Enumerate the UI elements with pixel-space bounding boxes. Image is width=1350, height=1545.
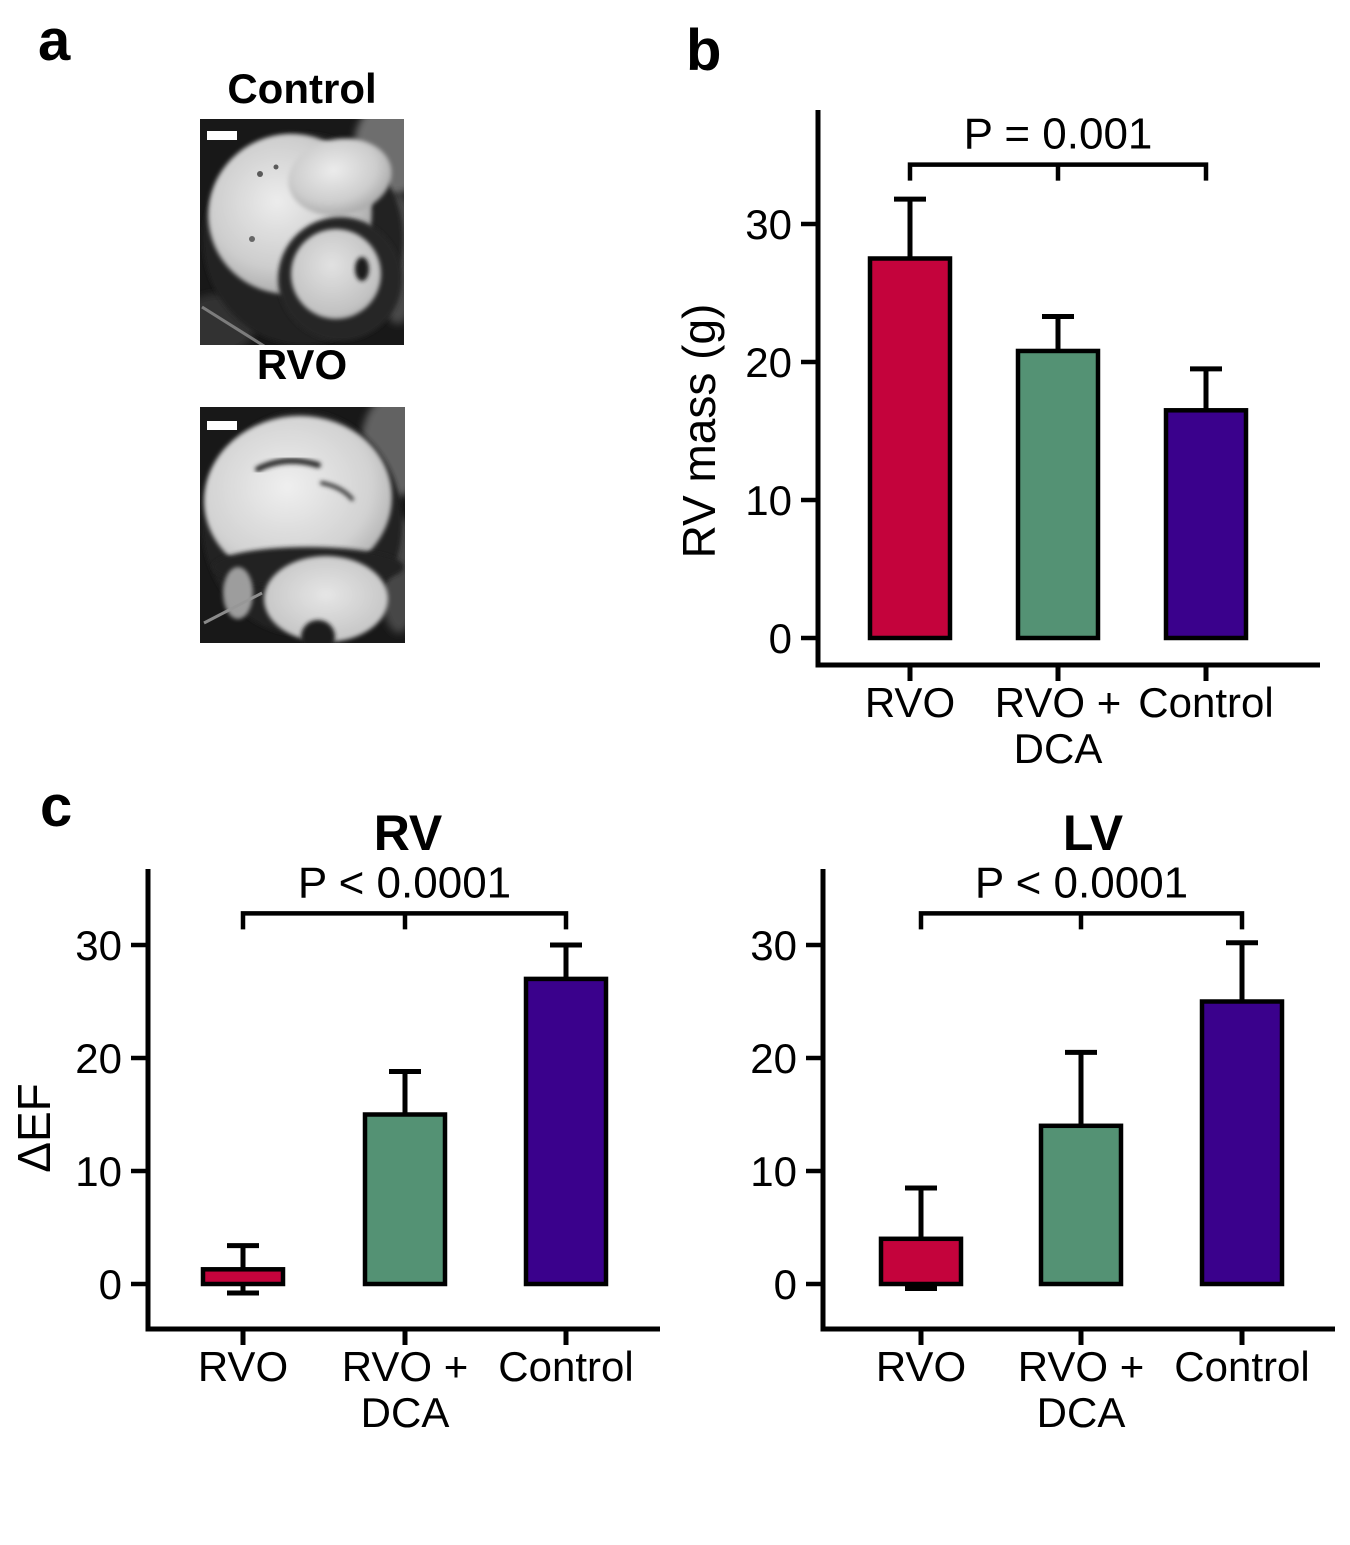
y-tick-label: 10 [745, 477, 792, 524]
y-tick-label: 10 [75, 1148, 122, 1195]
y-tick-label: 30 [750, 922, 797, 969]
bar-group-control [1163, 366, 1249, 641]
mri-speckle [249, 236, 255, 242]
y-tick-label: 20 [750, 1035, 797, 1082]
panel-b-label: b [686, 18, 722, 83]
scale-bar [207, 421, 237, 430]
bar [1199, 999, 1285, 1287]
rv-free-wall-pool [223, 567, 253, 619]
dilated-rv-blood-pool [204, 415, 392, 583]
x-category-label: DCA [1037, 1389, 1126, 1436]
x-category-label: RVO [198, 1343, 288, 1390]
mri-speckle [273, 164, 279, 170]
y-tick-label: 30 [745, 201, 792, 248]
p-value-label: P < 0.0001 [975, 858, 1188, 907]
bar [867, 256, 953, 641]
x-category-label: Control [1138, 679, 1273, 726]
trabeculation-streak [320, 481, 354, 501]
panel-a-label: a [38, 8, 71, 73]
control-image-title: Control [227, 65, 377, 112]
x-category-label: RVO + [342, 1343, 468, 1390]
axis-frame [820, 869, 1335, 1332]
axis-frame [815, 110, 1320, 668]
bar-group-rvo [878, 1185, 964, 1292]
p-value-label: P = 0.001 [964, 110, 1153, 159]
lv-blood-pool [264, 556, 388, 642]
bar-group-rvo [200, 1243, 286, 1296]
papillary-muscle [355, 257, 369, 281]
p-value-label: P < 0.0001 [298, 858, 511, 907]
bar [523, 976, 609, 1287]
chest-wall-line [203, 591, 263, 625]
x-category-label: RVO + [1018, 1343, 1144, 1390]
axis-frame [145, 869, 660, 1332]
bar-group-rvodca [1015, 313, 1101, 641]
mri-speckle [257, 171, 263, 177]
x-category-label: DCA [361, 1389, 450, 1436]
rvo-cardiac-mri-image [200, 407, 405, 643]
bar [1015, 348, 1101, 641]
panel-c-label: c [40, 774, 73, 839]
x-category-label: RVO [865, 679, 955, 726]
significance-bracket [240, 911, 569, 930]
y-tick-label: 20 [745, 339, 792, 386]
bar-group-control [523, 942, 609, 1287]
rv-mass-bar-chart: 0 10 20 30 RVO RVO +DCA Control P = 0.001 RV mas… [673, 110, 1320, 772]
significance-bracket [918, 911, 1245, 930]
y-tick-label: 0 [769, 615, 792, 662]
x-category-label: RVO [876, 1343, 966, 1390]
bar-group-control [1199, 940, 1285, 1287]
scale-bar [207, 131, 237, 140]
bar-group-rvo [867, 196, 953, 641]
bar [1038, 1123, 1124, 1287]
chart-title: LV [1063, 805, 1124, 861]
x-category-label: Control [1174, 1343, 1309, 1390]
x-category-label: RVO + [995, 679, 1121, 726]
y-axis-title: RV mass (g) [673, 304, 725, 559]
delta-ef-rv-bar-chart: 0 10 20 30 RVO RVO +DCA Control P < 0.0001 ΔEF RV [8, 805, 660, 1436]
trabeculation-streak [255, 457, 321, 472]
bar-group-rvodca [362, 1069, 448, 1287]
y-tick-label: 10 [750, 1148, 797, 1195]
x-category-label: DCA [1014, 725, 1103, 772]
rvo-image-title: RVO [256, 341, 348, 388]
bar [878, 1236, 964, 1287]
bar [1163, 408, 1249, 641]
y-tick-label: 20 [75, 1035, 122, 1082]
bar [200, 1267, 286, 1287]
lv-blood-pool [291, 229, 381, 319]
atrium-blood-pool [288, 138, 392, 216]
y-tick-label: 0 [99, 1261, 122, 1308]
bar [362, 1112, 448, 1287]
chart-title: RV [374, 805, 443, 861]
y-tick-label: 30 [75, 922, 122, 969]
bar-group-rvodca [1038, 1049, 1124, 1287]
y-tick-label: 0 [774, 1261, 797, 1308]
chest-wall-line [201, 305, 266, 345]
control-cardiac-mri-image [200, 119, 404, 345]
x-category-label: Control [498, 1343, 633, 1390]
papillary-muscle [301, 620, 335, 643]
y-axis-title: ΔEF [8, 1083, 60, 1173]
